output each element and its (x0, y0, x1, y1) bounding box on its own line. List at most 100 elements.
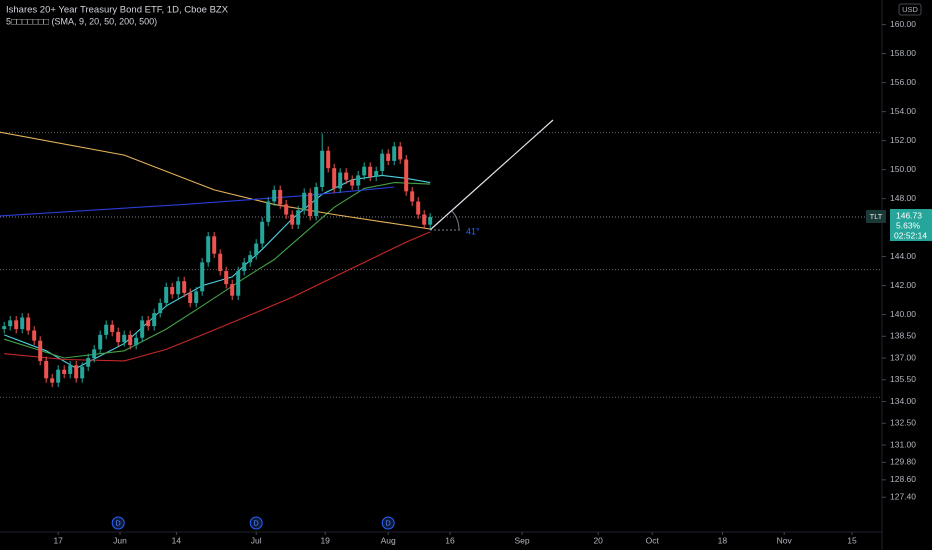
y-tick-label: 131.00 (890, 439, 916, 449)
price-tag (890, 209, 932, 242)
candle-body (296, 210, 301, 225)
symbol-tag (866, 210, 886, 224)
candle-body (32, 330, 37, 341)
dividend-label: D (116, 520, 121, 527)
candle-body (26, 317, 31, 331)
candle-body (290, 214, 295, 225)
dividend-label: D (254, 520, 259, 527)
candle-body (68, 365, 73, 374)
candle-body (182, 281, 187, 293)
y-tick-label: 140.00 (890, 309, 916, 319)
candle-body (272, 189, 277, 202)
candle-body (284, 204, 289, 215)
candle-body (326, 150, 331, 169)
price-label: 146.73 (896, 210, 922, 220)
dividend-label: D (386, 520, 391, 527)
candle-body (86, 358, 91, 367)
candle-body (308, 192, 313, 216)
candle-body (356, 175, 361, 186)
candle-body (2, 326, 7, 330)
plot-area (0, 131, 882, 398)
candle-body (392, 146, 397, 161)
y-tick-label: 142.00 (890, 280, 916, 290)
candle-body (146, 320, 151, 327)
trend-line (429, 119, 554, 231)
angle-label: 41° (466, 226, 480, 236)
candle-body (212, 236, 217, 254)
x-tick-label: 16 (445, 535, 455, 545)
candle-body (404, 159, 409, 192)
y-tick-label: 132.50 (890, 418, 916, 428)
candle-body (8, 320, 13, 327)
moving-average (4, 182, 431, 359)
currency-box (898, 3, 922, 16)
candle-body (422, 214, 427, 225)
candle-body (80, 366, 85, 379)
y-tick-label: 156.00 (890, 77, 916, 87)
x-tick-label: 15 (847, 535, 857, 545)
candle-body (164, 287, 169, 303)
y-tick-label: 129.80 (890, 457, 916, 467)
candle-body (332, 168, 337, 189)
candle-body (158, 302, 163, 314)
candle-body (56, 369, 61, 383)
candle-body (224, 271, 229, 285)
y-tick-label: 158.00 (890, 48, 916, 58)
candle-body (254, 243, 259, 256)
candle-body (104, 324, 109, 335)
candle-body (362, 166, 367, 176)
candle-body (428, 217, 433, 225)
candle-body (140, 320, 145, 338)
candle-body (206, 236, 211, 263)
x-tick-label: Oct (646, 535, 660, 545)
candle-body (38, 340, 43, 361)
candle-body (92, 349, 97, 359)
candle-body (260, 221, 265, 244)
candle-body (338, 172, 343, 189)
x-tick-label: Nov (777, 535, 793, 545)
candle-body (398, 146, 403, 160)
candle-body (152, 313, 157, 327)
x-tick-label: Sep (514, 535, 529, 545)
dividend-marker (111, 516, 125, 530)
chart-title: Ishares 20+ Year Treasury Bond ETF, 1D, … (6, 5, 229, 16)
candle-body (128, 334, 133, 346)
candle-body (134, 337, 139, 346)
candle-body (20, 317, 25, 330)
y-tick-label: 144.00 (890, 251, 916, 261)
candle-body (278, 189, 283, 205)
candle-body (218, 253, 223, 272)
angle-arc (451, 210, 460, 231)
x-tick-label: 19 (320, 535, 330, 545)
x-tick-label: Jun (113, 535, 127, 545)
candle-body (266, 201, 271, 222)
candle-body (410, 191, 415, 202)
candle-body (242, 262, 247, 272)
symbol-label: TLT (870, 212, 883, 221)
candle-body (248, 255, 253, 263)
y-tick-label: 152.00 (890, 135, 916, 145)
y-tick-label: 128.60 (890, 474, 916, 484)
indicator-legend: 5□□□□□□□ (SMA, 9, 20, 50, 200, 500) (6, 16, 157, 26)
x-tick-label: Jul (251, 535, 262, 545)
candle-body (98, 334, 103, 350)
candle-body (314, 186, 319, 216)
candle-body (14, 320, 19, 330)
y-tick-label: 154.00 (890, 106, 916, 116)
countdown-label: 02:52:14 (894, 230, 927, 240)
y-tick-label: 127.40 (890, 491, 916, 501)
moving-average (4, 231, 431, 362)
candle-body (122, 334, 127, 343)
candle-body (380, 153, 385, 172)
candle-body (350, 179, 355, 186)
x-tick-label: 17 (53, 535, 63, 545)
x-tick-label: 18 (718, 535, 728, 545)
candle-body (236, 271, 241, 296)
y-tick-label: 134.00 (890, 396, 916, 406)
candle-body (194, 291, 199, 303)
candle-body (386, 153, 391, 161)
candle-body (110, 324, 115, 332)
y-tick-label: 148.00 (890, 193, 916, 203)
